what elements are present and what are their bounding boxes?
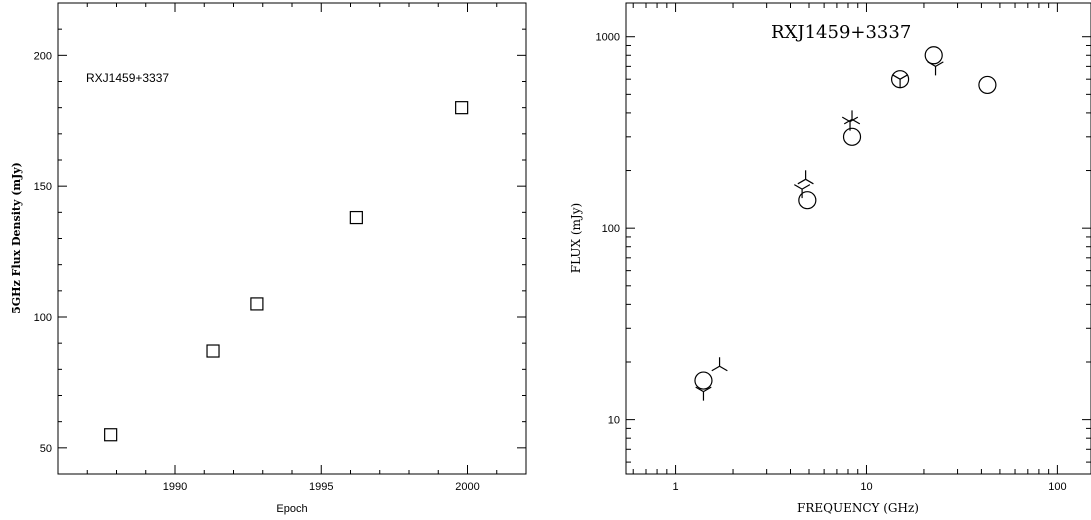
right-y-axis-label: FLUX (mJy) (569, 203, 583, 273)
circle-marker (694, 371, 713, 390)
y-tick-label: 150 (34, 181, 52, 193)
right-x-axis-label: FREQUENCY (GHz) (797, 501, 919, 515)
x-tick-label: 1995 (309, 481, 333, 493)
square-marker (349, 210, 363, 225)
right-data-points (694, 46, 997, 401)
spectrum-panel: 1 10 100 10 100 1000 RXJ1459+3337 FREQUENCY (… (569, 2, 1091, 515)
x-tick-label: 1990 (163, 481, 187, 493)
circle-marker (978, 75, 997, 95)
right-plot-frame (625, 2, 1091, 475)
y-tick-label: 100 (602, 223, 620, 235)
y-tick-label: 1000 (596, 32, 620, 44)
left-axis-ticks: 1990 1995 2000 50 100 150 200 (34, 2, 527, 493)
y-tick-label: 50 (40, 443, 52, 455)
epoch-flux-panel: 1990 1995 2000 50 100 150 200 RXJ1459+3337 Epo… (10, 2, 527, 515)
circle-marker (924, 46, 943, 65)
square-marker (455, 101, 469, 115)
tristar-up-marker (711, 357, 728, 372)
circle-marker (842, 127, 862, 146)
left-x-axis-label: Epoch (276, 503, 307, 515)
x-tick-label: 2000 (455, 481, 479, 493)
left-annotation: RXJ1459+3337 (86, 71, 169, 85)
tristar-down-marker (891, 74, 909, 89)
x-tick-label: 1 (673, 481, 679, 493)
square-marker (104, 428, 118, 442)
tristar-down-marker (841, 116, 859, 131)
left-data-points (104, 101, 469, 442)
y-tick-label: 100 (34, 312, 52, 324)
x-tick-label: 100 (1048, 481, 1066, 493)
y-tick-label: 200 (34, 50, 52, 62)
tristar-down-marker (793, 184, 811, 199)
tristar-up-marker (797, 170, 814, 185)
y-tick-label: 10 (608, 415, 620, 427)
right-axis-ticks: 1 10 100 10 100 1000 (596, 3, 1091, 493)
left-y-axis-label: 5GHz Flux Density (mJy) (10, 162, 23, 314)
x-tick-label: 10 (860, 481, 872, 493)
square-marker (206, 344, 220, 358)
tristar-down-marker (927, 61, 944, 76)
right-chart-title: RXJ1459+3337 (771, 22, 911, 43)
tristar-down-marker (695, 386, 712, 401)
circle-marker (798, 191, 817, 210)
square-marker (250, 297, 264, 311)
